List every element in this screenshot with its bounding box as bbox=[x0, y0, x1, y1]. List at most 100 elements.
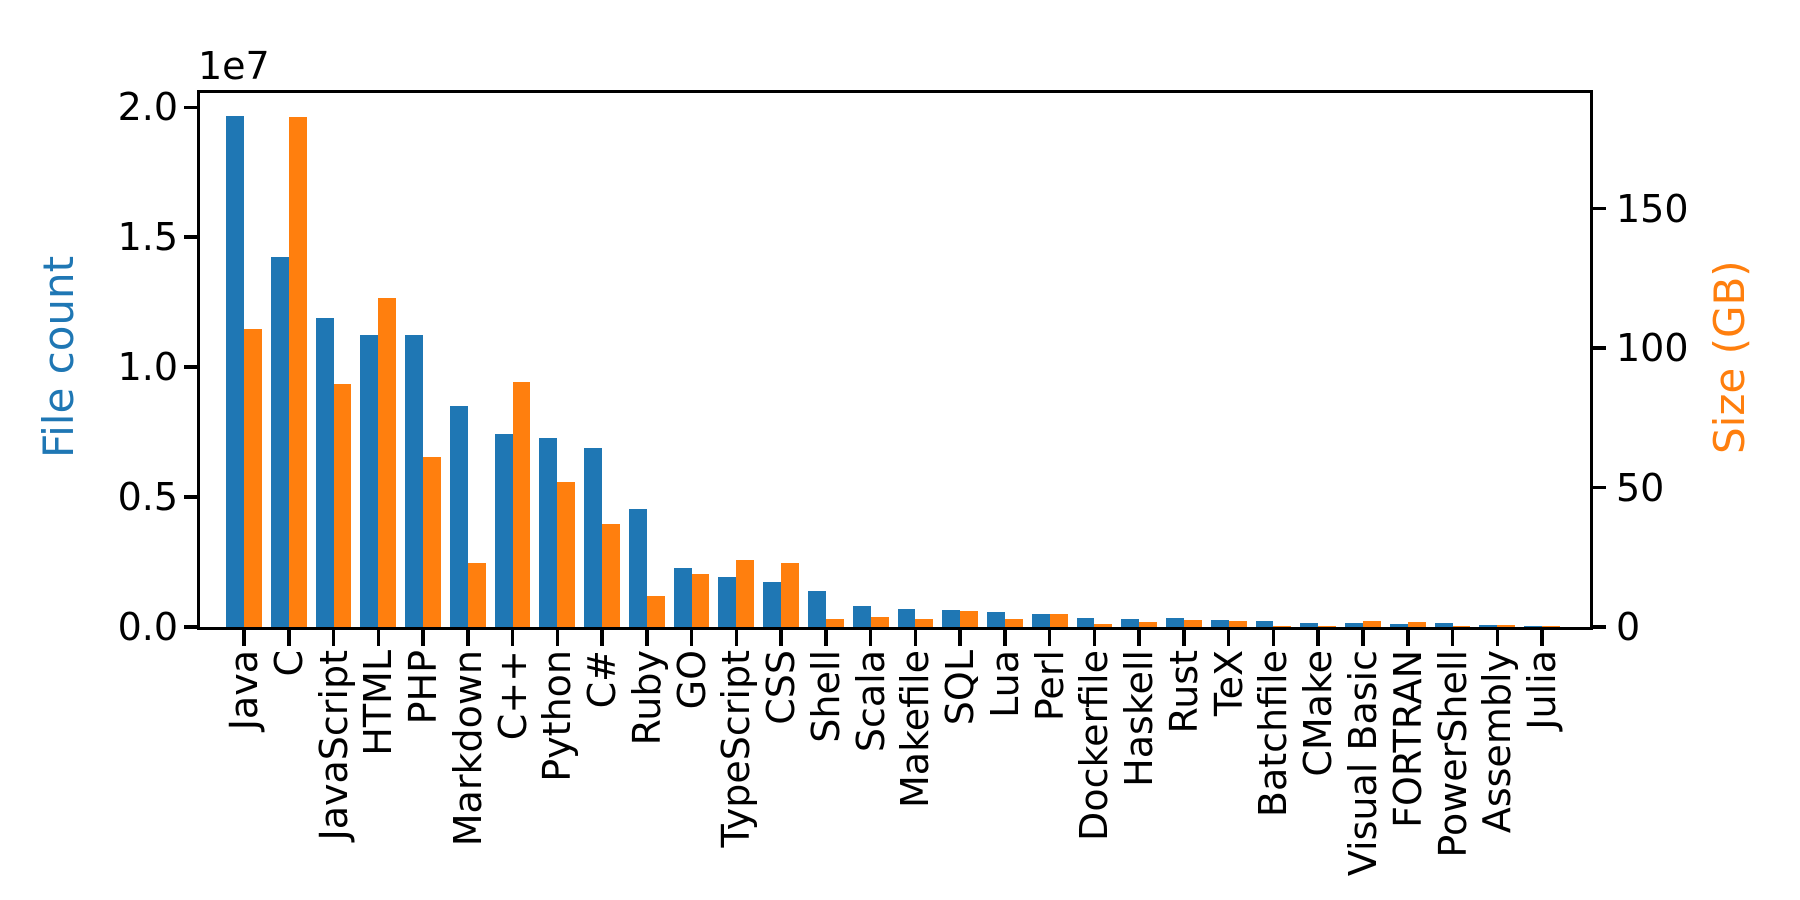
bar-size bbox=[1228, 620, 1247, 627]
bar-file-count bbox=[1389, 624, 1408, 627]
bar-file-count bbox=[494, 434, 513, 627]
left-tick-mark bbox=[184, 235, 197, 239]
bar-file-count bbox=[1434, 623, 1453, 627]
bar-file-count bbox=[226, 116, 244, 627]
x-tick-label: GO bbox=[669, 650, 714, 710]
right-tick-mark bbox=[1593, 206, 1606, 211]
left-tick-label: 0.0 bbox=[117, 605, 178, 649]
bar-size bbox=[1004, 619, 1023, 627]
bar-size bbox=[1452, 625, 1471, 627]
bar-size bbox=[781, 562, 799, 627]
bar-file-count bbox=[628, 509, 647, 627]
bar-size bbox=[1273, 625, 1292, 627]
x-tick-label: FORTRAN bbox=[1385, 650, 1430, 828]
x-tick-label: CSS bbox=[759, 650, 804, 725]
x-tick-label: PowerShell bbox=[1430, 650, 1475, 858]
x-tick-label: CMake bbox=[1296, 650, 1341, 777]
bar-size bbox=[1318, 625, 1337, 627]
right-tick-label: 100 bbox=[1616, 326, 1689, 371]
bar-file-count bbox=[1076, 617, 1095, 627]
bar-size bbox=[467, 562, 486, 627]
x-tick-label: Markdown bbox=[445, 650, 490, 847]
left-tick-mark bbox=[184, 105, 197, 110]
bar-file-count bbox=[449, 405, 468, 627]
x-tick-mark bbox=[779, 630, 783, 646]
x-tick-mark bbox=[1226, 630, 1231, 646]
right-tick-label: 0 bbox=[1616, 605, 1641, 649]
x-tick-label: HTML bbox=[356, 650, 401, 756]
x-tick-label: SQL bbox=[938, 650, 983, 726]
x-tick-label: PHP bbox=[401, 650, 446, 725]
bar-file-count bbox=[584, 448, 603, 627]
bar-size bbox=[1363, 621, 1381, 627]
x-tick-mark bbox=[1047, 630, 1052, 646]
x-tick-mark bbox=[466, 630, 470, 646]
bar-size bbox=[1183, 620, 1202, 627]
x-tick-label: C# bbox=[580, 650, 625, 709]
x-tick-label: Java bbox=[222, 650, 266, 731]
x-tick-mark bbox=[1450, 630, 1455, 646]
x-tick-mark bbox=[1540, 630, 1544, 646]
bar-file-count bbox=[1345, 622, 1363, 627]
bar-size bbox=[1542, 626, 1560, 627]
axis-offset-label: 1e7 bbox=[198, 44, 270, 88]
bar-file-count bbox=[1166, 618, 1184, 627]
bar-file-count bbox=[852, 605, 871, 627]
x-tick-label: Scala bbox=[848, 650, 893, 753]
bar-size bbox=[960, 611, 979, 627]
bar-size bbox=[915, 618, 934, 627]
bar-file-count bbox=[673, 568, 692, 627]
x-tick-label: Visual Basic bbox=[1341, 650, 1385, 877]
x-tick-label: Shell bbox=[803, 650, 848, 743]
x-tick-label: Perl bbox=[1027, 650, 1072, 722]
x-tick-label: C++ bbox=[490, 650, 535, 741]
x-tick-label: TypeScript bbox=[714, 650, 759, 848]
x-tick-label: Assembly bbox=[1475, 650, 1520, 834]
bar-file-count bbox=[807, 591, 826, 627]
x-tick-mark bbox=[555, 630, 560, 646]
x-tick-mark bbox=[510, 630, 515, 646]
bar-file-count bbox=[763, 582, 782, 627]
bar-size bbox=[423, 456, 441, 627]
bar-size bbox=[512, 381, 531, 627]
bar-size bbox=[602, 523, 620, 627]
bar-size bbox=[870, 616, 889, 627]
bar-size bbox=[288, 116, 307, 627]
x-tick-mark bbox=[1092, 630, 1097, 646]
bar-file-count bbox=[1255, 621, 1274, 627]
x-tick-mark bbox=[1406, 630, 1410, 646]
x-tick-mark bbox=[1495, 630, 1500, 646]
x-tick-label: Lua bbox=[982, 650, 1027, 718]
left-tick-mark bbox=[184, 365, 197, 369]
bar-file-count bbox=[1524, 625, 1543, 627]
left-axis-title: File count bbox=[34, 255, 83, 459]
x-tick-label: Python bbox=[535, 650, 580, 782]
x-tick-label: Batchfile bbox=[1251, 650, 1296, 818]
x-tick-label: TeX bbox=[1206, 650, 1251, 717]
bar-file-count bbox=[1121, 618, 1140, 627]
bar-size bbox=[557, 482, 576, 627]
bar-file-count bbox=[897, 609, 916, 627]
x-tick-label: Rust bbox=[1161, 650, 1206, 734]
x-tick-mark bbox=[689, 630, 694, 646]
x-tick-mark bbox=[1271, 630, 1276, 646]
right-tick-mark bbox=[1593, 485, 1606, 490]
bar-size bbox=[1407, 622, 1426, 627]
x-tick-mark bbox=[331, 630, 336, 646]
bar-size bbox=[825, 618, 844, 627]
bar-file-count bbox=[270, 257, 289, 627]
left-tick-mark bbox=[184, 625, 197, 629]
bar-size bbox=[378, 297, 397, 627]
left-tick-label: 2.0 bbox=[117, 85, 178, 130]
bar-file-count bbox=[987, 611, 1005, 627]
bar-size bbox=[1497, 624, 1516, 627]
x-tick-label: Haskell bbox=[1117, 650, 1162, 787]
left-tick-label: 0.5 bbox=[117, 475, 178, 520]
x-tick-label: Julia bbox=[1520, 650, 1565, 730]
x-tick-mark bbox=[1137, 630, 1141, 646]
bar-file-count bbox=[405, 335, 424, 627]
right-tick-label: 150 bbox=[1616, 186, 1689, 231]
bar-file-count bbox=[1210, 619, 1229, 627]
right-tick-mark bbox=[1593, 346, 1606, 350]
x-tick-mark bbox=[913, 630, 918, 646]
